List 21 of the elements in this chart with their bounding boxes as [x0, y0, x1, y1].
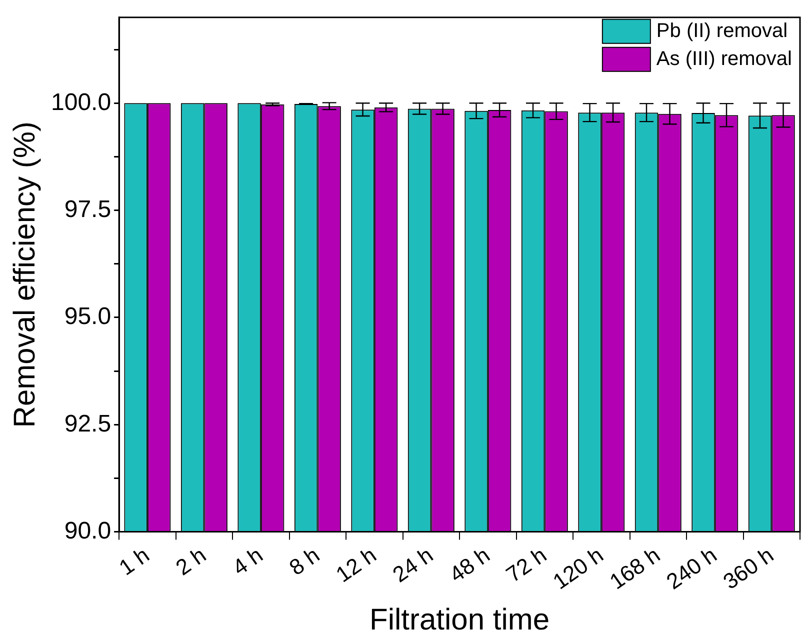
x-tick-label: 1 h	[114, 542, 154, 580]
x-tick-label: 24 h	[388, 542, 438, 588]
x-tick-label: 120 h	[548, 542, 608, 594]
y-tick-label: 92.5	[64, 410, 112, 438]
y-tick-label: 95.0	[64, 303, 112, 330]
x-tick-label: 12 h	[331, 542, 381, 588]
y-tick-label: 100.0	[50, 88, 112, 116]
x-tick-label: 72 h	[502, 542, 551, 588]
y-axis-title: Removal efficiency (%)	[8, 121, 42, 428]
y-tick-label: 90.0	[64, 517, 112, 544]
x-tick-label: 4 h	[228, 542, 268, 580]
legend-label: Pb (II) removal	[656, 20, 788, 42]
legend-label: As (III) removal	[656, 48, 792, 70]
x-tick-label: 168 h	[605, 542, 664, 594]
x-axis-title: Filtration time	[370, 603, 550, 636]
x-tick-label: 2 h	[171, 542, 211, 580]
x-tick-label: 360 h	[718, 542, 778, 594]
y-tick-label: 97.5	[64, 196, 112, 223]
x-tick-label: 8 h	[284, 542, 324, 580]
x-tick-label: 240 h	[662, 542, 722, 594]
x-tick-label: 48 h	[444, 542, 494, 588]
